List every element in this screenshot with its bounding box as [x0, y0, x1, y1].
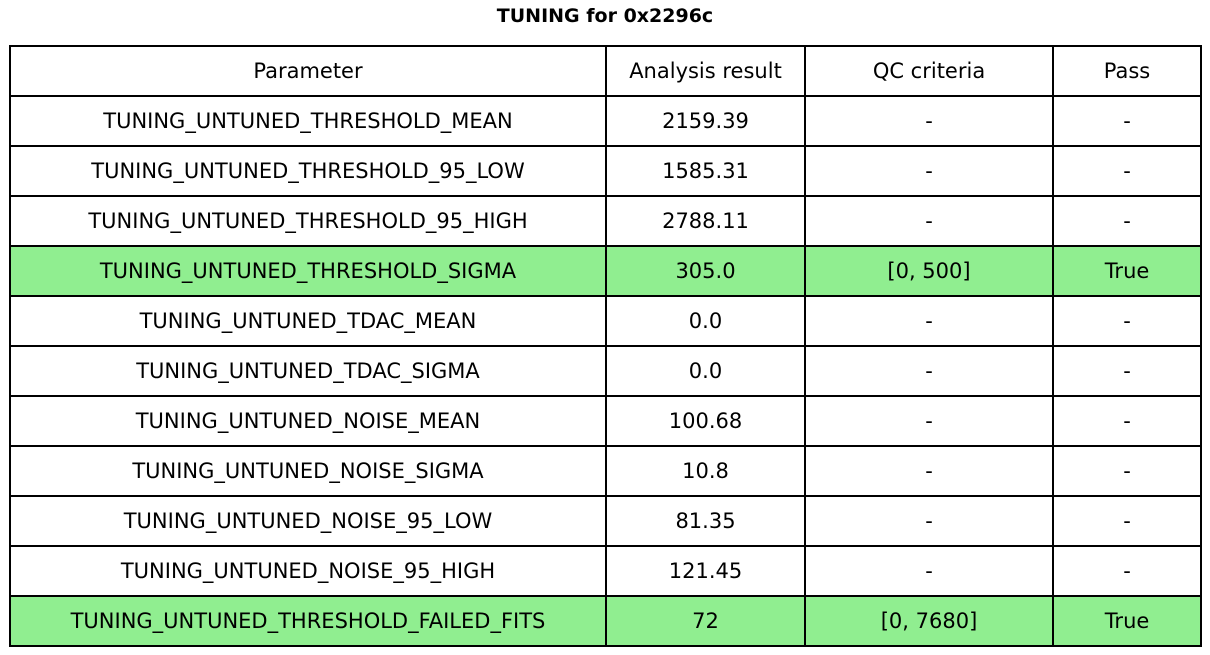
- pass-cell: -: [1052, 195, 1202, 247]
- column-header-analysis-result: Analysis result: [605, 45, 806, 97]
- parameter-cell: TUNING_UNTUNED_NOISE_SIGMA: [9, 445, 607, 497]
- parameter-cell: TUNING_UNTUNED_THRESHOLD_FAILED_FITS: [9, 595, 607, 647]
- parameter-cell: TUNING_UNTUNED_NOISE_MEAN: [9, 395, 607, 447]
- table-row: TUNING_UNTUNED_NOISE_SIGMA 10.8- -: [9, 445, 1202, 497]
- table-row: TUNING_UNTUNED_THRESHOLD_MEAN 2159.39- -: [9, 95, 1202, 147]
- qc-criteria-cell: [0, 7680]: [804, 595, 1054, 647]
- qc-criteria-cell: -: [804, 495, 1054, 547]
- pass-cell: -: [1052, 545, 1202, 597]
- pass-cell: -: [1052, 395, 1202, 447]
- pass-cell: -: [1052, 345, 1202, 397]
- qc-criteria-cell: -: [804, 345, 1054, 397]
- analysis-result-cell: 100.68: [605, 395, 806, 447]
- qc-criteria-cell: -: [804, 445, 1054, 497]
- parameter-cell: TUNING_UNTUNED_NOISE_95_LOW: [9, 495, 607, 547]
- parameter-cell: TUNING_UNTUNED_THRESHOLD_MEAN: [9, 95, 607, 147]
- table-header-row: Parameter Analysis result QC criteria Pa…: [9, 45, 1202, 97]
- qc-criteria-cell: -: [804, 145, 1054, 197]
- analysis-result-cell: 81.35: [605, 495, 806, 547]
- qc-criteria-cell: -: [804, 195, 1054, 247]
- parameter-cell: TUNING_UNTUNED_THRESHOLD_95_LOW: [9, 145, 607, 197]
- pass-cell: True: [1052, 595, 1202, 647]
- pass-cell: -: [1052, 495, 1202, 547]
- qc-criteria-cell: -: [804, 295, 1054, 347]
- column-header-parameter: Parameter: [9, 45, 607, 97]
- analysis-result-cell: 305.0: [605, 245, 806, 297]
- table-row: TUNING_UNTUNED_NOISE_95_HIGH 121.45- -: [9, 545, 1202, 597]
- qc-results-table: Parameter Analysis result QC criteria Pa…: [9, 45, 1202, 647]
- pass-cell: -: [1052, 295, 1202, 347]
- table-row: TUNING_UNTUNED_NOISE_95_LOW 81.35- -: [9, 495, 1202, 547]
- parameter-cell: TUNING_UNTUNED_TDAC_SIGMA: [9, 345, 607, 397]
- pass-cell: -: [1052, 445, 1202, 497]
- parameter-cell: TUNING_UNTUNED_THRESHOLD_95_HIGH: [9, 195, 607, 247]
- column-header-qc-criteria: QC criteria: [804, 45, 1054, 97]
- table-row: TUNING_UNTUNED_THRESHOLD_95_LOW 1585.31- -: [9, 145, 1202, 197]
- analysis-result-cell: 2788.11: [605, 195, 806, 247]
- table-row: TUNING_UNTUNED_THRESHOLD_FAILED_FITS 72 [0…: [9, 595, 1202, 647]
- analysis-result-cell: 10.8: [605, 445, 806, 497]
- parameter-cell: TUNING_UNTUNED_TDAC_MEAN: [9, 295, 607, 347]
- analysis-result-cell: 72: [605, 595, 806, 647]
- table-row: TUNING_UNTUNED_TDAC_SIGMA 0.0- -: [9, 345, 1202, 397]
- table-row: TUNING_UNTUNED_THRESHOLD_95_HIGH 2788.11-…: [9, 195, 1202, 247]
- qc-criteria-cell: [0, 500]: [804, 245, 1054, 297]
- table-row: TUNING_UNTUNED_TDAC_MEAN 0.0- -: [9, 295, 1202, 347]
- analysis-result-cell: 121.45: [605, 545, 806, 597]
- qc-criteria-cell: -: [804, 95, 1054, 147]
- table-row: TUNING_UNTUNED_NOISE_MEAN 100.68- -: [9, 395, 1202, 447]
- pass-cell: True: [1052, 245, 1202, 297]
- analysis-result-cell: 2159.39: [605, 95, 806, 147]
- parameter-cell: TUNING_UNTUNED_NOISE_95_HIGH: [9, 545, 607, 597]
- table-row: TUNING_UNTUNED_THRESHOLD_SIGMA 305.0 [0, 5…: [9, 245, 1202, 297]
- pass-cell: -: [1052, 95, 1202, 147]
- pass-cell: -: [1052, 145, 1202, 197]
- analysis-result-cell: 0.0: [605, 295, 806, 347]
- analysis-result-cell: 0.0: [605, 345, 806, 397]
- page-title: TUNING for 0x2296c: [496, 5, 714, 27]
- column-header-pass: Pass: [1052, 45, 1202, 97]
- parameter-cell: TUNING_UNTUNED_THRESHOLD_SIGMA: [9, 245, 607, 297]
- qc-criteria-cell: -: [804, 395, 1054, 447]
- qc-criteria-cell: -: [804, 545, 1054, 597]
- analysis-result-cell: 1585.31: [605, 145, 806, 197]
